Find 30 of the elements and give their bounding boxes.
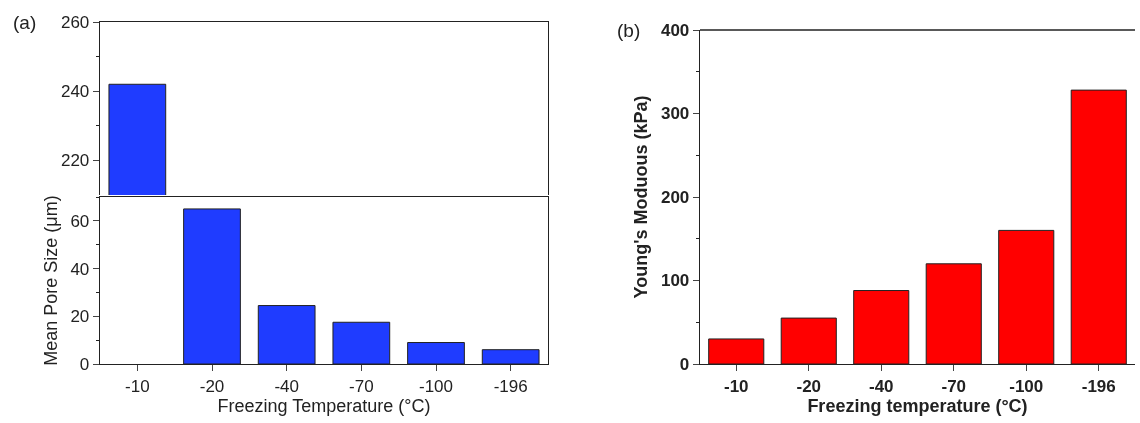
- y-tick-label: 400: [660, 20, 690, 40]
- y-tick-label: 260: [60, 12, 90, 32]
- x-tick-label: -10: [723, 376, 749, 396]
- x-tick-label: -20: [796, 376, 822, 396]
- x-tick-label: -196: [1081, 376, 1116, 396]
- x-axis-title: Freezing Temperature (°C): [217, 395, 431, 416]
- y-tick-label: 200: [660, 187, 690, 207]
- x-tick-label: -70: [349, 376, 374, 396]
- y-tick-label: 40: [70, 259, 90, 279]
- y-tick-label: 300: [660, 104, 690, 124]
- x-tick-label: -100: [1009, 376, 1044, 396]
- y-axis-title: Mean Pore Size (μm): [40, 195, 61, 366]
- y-axis-title: Young's Moduous (kPa): [631, 95, 652, 299]
- y-tick-label: 240: [60, 82, 90, 102]
- y-tick-label: 100: [660, 271, 690, 291]
- y-tick-label: 60: [70, 211, 90, 231]
- y-tick-label: 0: [79, 354, 90, 374]
- x-tick-label: -10: [125, 376, 150, 396]
- x-tick-label: -40: [868, 376, 894, 396]
- y-tick-label: 220: [60, 151, 90, 171]
- x-tick-label: -196: [493, 376, 528, 396]
- chart-title: (b): [617, 20, 641, 41]
- x-axis-title: Freezing temperature (°C): [807, 395, 1028, 416]
- y-tick-label: 0: [679, 354, 690, 374]
- chart-title: (a): [13, 12, 37, 33]
- x-tick-label: -40: [274, 376, 299, 396]
- x-tick-label: -100: [418, 376, 454, 396]
- x-tick-label: -20: [199, 376, 225, 396]
- y-tick-label: 20: [70, 307, 90, 327]
- x-tick-label: -70: [941, 376, 967, 396]
